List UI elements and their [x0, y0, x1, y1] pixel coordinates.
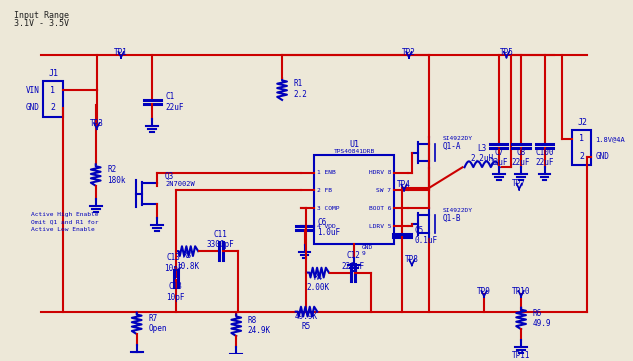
Text: C7
22uF: C7 22uF: [489, 148, 508, 167]
Text: R2
180k: R2 180k: [108, 165, 126, 185]
Text: GND
9: GND 9: [362, 245, 373, 256]
Text: C12
220pF: C12 220pF: [342, 251, 365, 271]
Text: SW 7: SW 7: [377, 188, 391, 193]
Text: Active High Enable: Active High Enable: [32, 212, 99, 217]
Text: J1: J1: [49, 69, 59, 78]
Text: C13
10pF: C13 10pF: [166, 282, 185, 302]
Text: 3 COMP: 3 COMP: [317, 206, 340, 211]
Text: Input Range: Input Range: [14, 10, 69, 19]
Text: TP9: TP9: [477, 287, 491, 296]
Bar: [572, 130, 591, 165]
Text: J2: J2: [578, 118, 587, 127]
Text: 2N7002W: 2N7002W: [165, 181, 195, 187]
Text: TP8: TP8: [405, 256, 419, 264]
Text: R7
Open: R7 Open: [148, 314, 167, 333]
Text: C11
3300pF: C11 3300pF: [207, 230, 234, 249]
Text: Q1-B: Q1-B: [443, 213, 461, 222]
Text: 1.8V@4A: 1.8V@4A: [595, 136, 625, 142]
Text: 2 FB: 2 FB: [317, 188, 332, 193]
Text: Active Low Enable: Active Low Enable: [32, 227, 95, 232]
Text: R6
49.9: R6 49.9: [533, 309, 551, 328]
Text: 49.9K
R5: 49.9K R5: [295, 312, 318, 331]
Text: C100
22uF: C100 22uF: [536, 148, 554, 167]
Text: SI4922DY: SI4922DY: [443, 136, 473, 142]
Text: GND: GND: [25, 103, 39, 112]
Text: SI4922DY: SI4922DY: [443, 208, 473, 213]
Text: C5
0.1uF: C5 0.1uF: [415, 226, 438, 245]
Text: R1
2.2: R1 2.2: [294, 79, 308, 99]
Text: 2: 2: [579, 152, 584, 161]
Text: TPS40841DRB: TPS40841DRB: [334, 149, 375, 154]
Text: 4 VDD: 4 VDD: [317, 224, 336, 229]
Text: 1: 1: [50, 86, 55, 95]
Text: TP1: TP1: [114, 48, 128, 57]
Text: C8
22uF: C8 22uF: [512, 148, 530, 167]
Text: R8
24.9K: R8 24.9K: [248, 316, 271, 335]
Bar: [314, 155, 394, 244]
Text: L3
2.2uH: L3 2.2uH: [470, 144, 494, 163]
Text: HDRV 8: HDRV 8: [369, 170, 391, 175]
Text: C13
10pF: C13 10pF: [165, 253, 183, 273]
Text: R3
10.8K: R3 10.8K: [176, 251, 199, 271]
Text: VIN: VIN: [25, 86, 39, 95]
Bar: [43, 81, 63, 117]
Text: TP5: TP5: [499, 48, 513, 57]
Text: LDRV 5: LDRV 5: [369, 224, 391, 229]
Text: C1
22uF: C1 22uF: [165, 92, 184, 112]
Text: 1: 1: [579, 134, 584, 143]
Text: 1 ENB: 1 ENB: [317, 170, 336, 175]
Text: TP3: TP3: [90, 119, 104, 128]
Text: BOOT 6: BOOT 6: [369, 206, 391, 211]
Text: 3.1V - 3.5V: 3.1V - 3.5V: [14, 19, 69, 28]
Text: R4
2.00K: R4 2.00K: [306, 273, 330, 292]
Text: 2: 2: [50, 103, 55, 112]
Text: TP4: TP4: [397, 180, 411, 189]
Text: TP7: TP7: [512, 179, 526, 188]
Text: TP2: TP2: [402, 48, 416, 57]
Text: Q3: Q3: [165, 171, 174, 180]
Text: Omit Q1 and R1 for: Omit Q1 and R1 for: [32, 219, 99, 225]
Text: GND: GND: [595, 152, 609, 161]
Text: TP10: TP10: [512, 287, 530, 296]
Text: C6
1.0uF: C6 1.0uF: [317, 218, 341, 238]
Text: U1: U1: [349, 140, 360, 149]
Text: TP11: TP11: [512, 351, 530, 360]
Text: Q1-A: Q1-A: [443, 142, 461, 151]
